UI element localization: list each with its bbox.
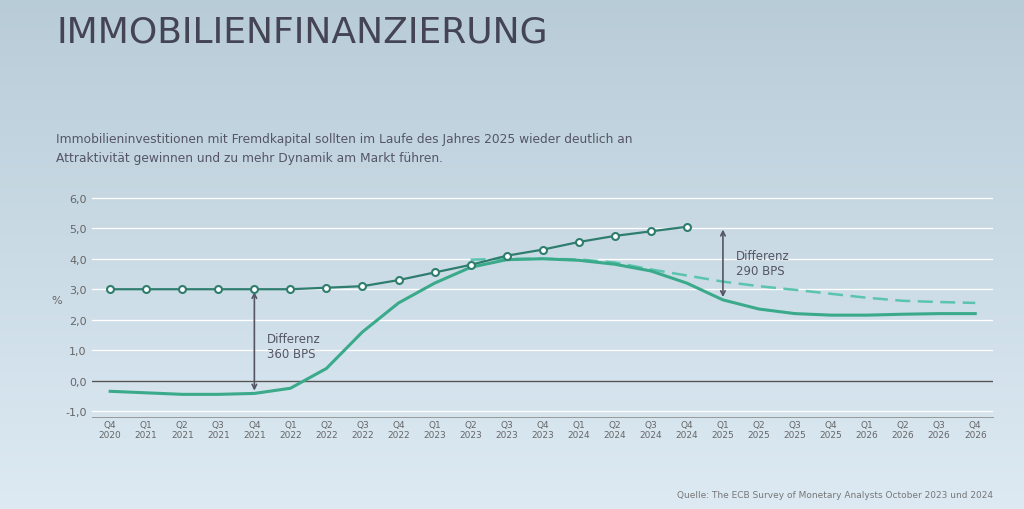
Text: Immobilieninvestitionen mit Fremdkapital sollten im Laufe des Jahres 2025 wieder: Immobilieninvestitionen mit Fremdkapital… — [56, 132, 633, 164]
Text: Differenz
360 BPS: Differenz 360 BPS — [267, 332, 321, 360]
Text: IMMOBILIENFINANZIERUNG: IMMOBILIENFINANZIERUNG — [56, 15, 548, 49]
Text: Differenz
290 BPS: Differenz 290 BPS — [735, 250, 790, 278]
Y-axis label: %: % — [51, 295, 62, 305]
Text: Quelle: The ECB Survey of Monetary Analysts October 2023 und 2024: Quelle: The ECB Survey of Monetary Analy… — [677, 490, 993, 499]
